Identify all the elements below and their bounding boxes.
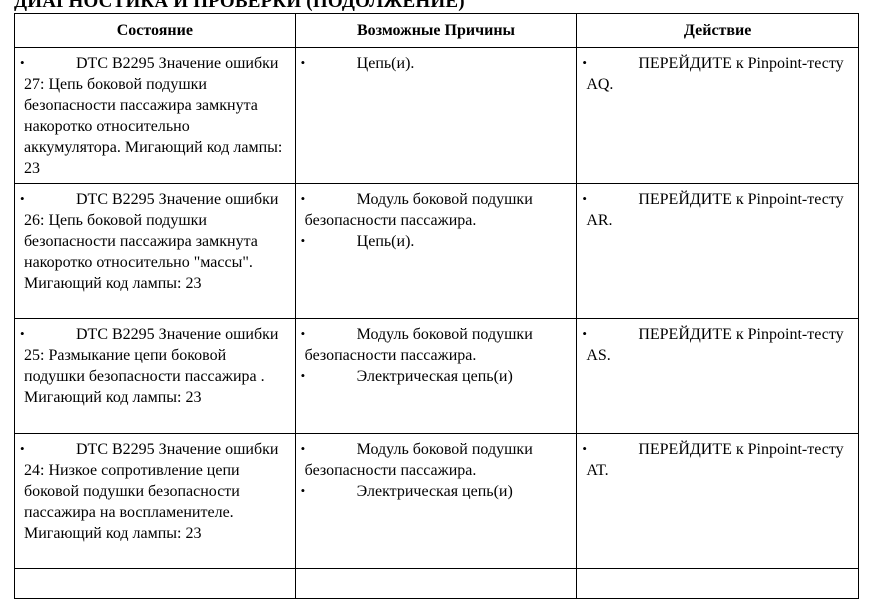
bullet-item: • Модуль боковой подушки безопасности пас… — [296, 319, 577, 366]
bullet-item: • DTC B2295 Значение ошибки 26: Цепь боко… — [15, 184, 295, 294]
condition-cell: • DTC B2295 Значение ошибки 26: Цепь боко… — [14, 183, 296, 319]
condition-cell: • DTC B2295 Значение ошибки 24: Низкое со… — [14, 433, 296, 569]
table-row — [14, 568, 859, 599]
item-text: Модуль боковой подушки безопасности пасс… — [304, 191, 533, 229]
item-text: DTC B2295 Значение ошибки 27: Цепь боков… — [24, 55, 283, 177]
bullet-icon: • — [582, 441, 587, 456]
action-cell: • ПЕРЕЙДИТЕ к Pinpoint-тесту AQ. — [576, 47, 859, 184]
bullet-item: • DTC B2295 Значение ошибки 25: Размыкани… — [15, 319, 295, 408]
condition-cell: • DTC B2295 Значение ошибки 27: Цепь боко… — [14, 47, 296, 184]
condition-cell — [14, 568, 296, 599]
bullet-icon: • — [20, 326, 25, 341]
item-text: DTC B2295 Значение ошибки 24: Низкое соп… — [24, 441, 279, 542]
bullet-item: • Электрическая цепь(и) — [296, 481, 577, 502]
bullet-item: • Цепь(и). — [296, 231, 577, 252]
bullet-item: • Цепь(и). — [296, 48, 577, 74]
diagnostics-table: Состояние Возможные Причины Действие • DT… — [14, 13, 859, 599]
table-row: • DTC B2295 Значение ошибки 27: Цепь боко… — [14, 47, 859, 184]
bullet-icon: • — [300, 191, 306, 206]
item-text: Модуль боковой подушки безопасности пасс… — [304, 441, 533, 479]
item-text: DTC B2295 Значение ошибки 26: Цепь боков… — [24, 191, 279, 292]
table-row: • DTC B2295 Значение ошибки 26: Цепь боко… — [14, 183, 859, 319]
bullet-icon: • — [20, 441, 25, 456]
bullet-icon: • — [300, 326, 306, 341]
bullet-icon: • — [300, 233, 306, 248]
item-text: ПЕРЕЙДИТЕ к Pinpoint-тесту AQ. — [586, 55, 844, 93]
bullet-icon: • — [582, 55, 587, 70]
bullet-icon: • — [20, 191, 25, 206]
causes-cell: • Цепь(и). — [294, 47, 578, 184]
item-text: ПЕРЕЙДИТЕ к Pinpoint-тесту AS. — [586, 326, 844, 364]
item-text: Цепь(и). — [356, 233, 415, 250]
bullet-item: • ПЕРЕЙДИТЕ к Pinpoint-тесту AR. — [577, 184, 858, 231]
causes-cell: • Модуль боковой подушки безопасности пас… — [294, 183, 578, 319]
item-text: Электрическая цепь(и) — [356, 483, 513, 500]
bullet-icon: • — [300, 55, 306, 70]
bullet-item: • Модуль боковой подушки безопасности пас… — [296, 184, 577, 231]
item-text: ПЕРЕЙДИТЕ к Pinpoint-тесту AR. — [586, 191, 844, 229]
column-header-causes: Возможные Причины — [294, 13, 578, 48]
bullet-item: • ПЕРЕЙДИТЕ к Pinpoint-тесту AQ. — [577, 48, 858, 95]
bullet-item: • DTC B2295 Значение ошибки 24: Низкое со… — [15, 434, 295, 544]
column-header-action: Действие — [576, 13, 859, 48]
bullet-icon: • — [300, 441, 306, 456]
table-row: • DTC B2295 Значение ошибки 24: Низкое со… — [14, 433, 859, 569]
action-cell: • ПЕРЕЙДИТЕ к Pinpoint-тесту AT. — [576, 433, 859, 569]
condition-cell: • DTC B2295 Значение ошибки 25: Размыкани… — [14, 318, 296, 434]
bullet-icon: • — [20, 55, 25, 70]
action-cell: • ПЕРЕЙДИТЕ к Pinpoint-тесту AR. — [576, 183, 859, 319]
bullet-item: • Электрическая цепь(и) — [296, 366, 577, 387]
bullet-icon: • — [300, 368, 306, 383]
bullet-item: • DTC B2295 Значение ошибки 27: Цепь боко… — [15, 48, 295, 179]
action-cell: • ПЕРЕЙДИТЕ к Pinpoint-тесту AS. — [576, 318, 859, 434]
bullet-item: • Модуль боковой подушки безопасности пас… — [296, 434, 577, 481]
column-header-condition: Состояние — [14, 13, 296, 48]
bullet-item: • ПЕРЕЙДИТЕ к Pinpoint-тесту AS. — [577, 319, 858, 366]
bullet-icon: • — [582, 326, 587, 341]
section-heading: ДИАГНОСТИКА И ПРОВЕРКИ (ПОДОЛЖЕНИЕ) — [14, 0, 465, 12]
bullet-icon: • — [300, 483, 306, 498]
table-header-row: Состояние Возможные Причины Действие — [14, 13, 859, 48]
action-cell — [576, 568, 859, 599]
item-text: Электрическая цепь(и) — [356, 368, 513, 385]
item-text: ПЕРЕЙДИТЕ к Pinpoint-тесту AT. — [586, 441, 844, 479]
item-text: Цепь(и). — [356, 55, 415, 72]
item-text: Модуль боковой подушки безопасности пасс… — [304, 326, 533, 364]
table-row: • DTC B2295 Значение ошибки 25: Размыкани… — [14, 318, 859, 434]
causes-cell: • Модуль боковой подушки безопасности пас… — [294, 433, 578, 569]
item-text: DTC B2295 Значение ошибки 25: Размыкание… — [24, 326, 279, 406]
causes-cell: • Модуль боковой подушки безопасности пас… — [294, 318, 578, 434]
bullet-icon: • — [582, 191, 587, 206]
causes-cell — [294, 568, 578, 599]
bullet-item: • ПЕРЕЙДИТЕ к Pinpoint-тесту AT. — [577, 434, 858, 481]
